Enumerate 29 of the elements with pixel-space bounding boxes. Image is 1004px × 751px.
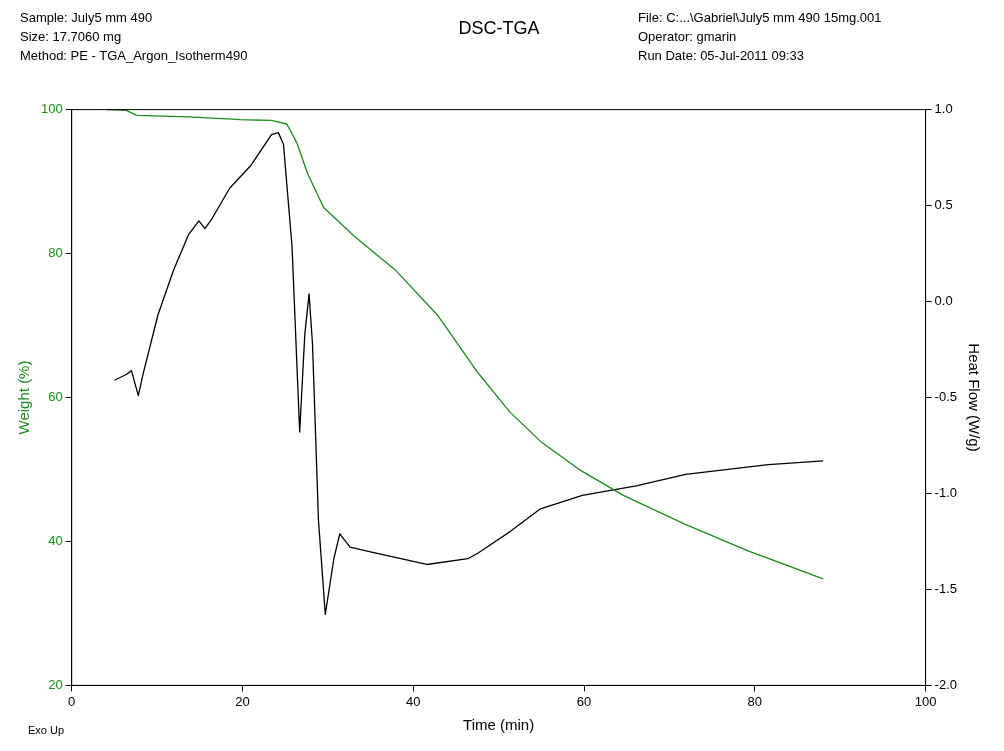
- y-tick-label: 100: [40, 101, 63, 117]
- x-tick-label: 40: [406, 693, 421, 709]
- y2-tick-label: 0.5: [934, 197, 953, 213]
- y2-tick-label: 1.0: [934, 101, 953, 117]
- text: Operator: gmarin: [638, 28, 738, 46]
- text: Sample: July5 mm 490: [20, 9, 154, 27]
- text: Run Date: 05-Jul-2011 09:33: [638, 47, 805, 65]
- y-tick-label: 80: [48, 245, 63, 261]
- text: Size: 17.7060 mg: [20, 28, 123, 46]
- x-tick-label: 0: [68, 693, 76, 709]
- x-axis-title: Time (min): [463, 716, 535, 734]
- x-tick-label: 60: [576, 693, 592, 709]
- y-axis-title: Weight (%): [15, 360, 33, 435]
- chart-title: DSC-TGA: [458, 17, 540, 38]
- y-tick-label: 20: [48, 676, 63, 692]
- text: Exo Up: [28, 723, 65, 738]
- y2-tick-label: 0.0: [934, 293, 953, 309]
- y-tick-label: 60: [48, 389, 63, 405]
- text: Method: PE - TGA_Argon_Isotherm490: [20, 47, 248, 65]
- y2-tick-label: -0.5: [934, 389, 958, 405]
- y2-tick-label: -1.5: [934, 581, 958, 597]
- x-tick-label: 80: [747, 693, 763, 709]
- y2-tick-label: -1.0: [934, 485, 958, 501]
- y2-tick-label: -2.0: [934, 676, 958, 692]
- y2-axis-title: Heat Flow (W/g): [965, 343, 983, 452]
- y-tick-label: 40: [48, 533, 63, 549]
- x-tick-label: 100: [914, 693, 937, 709]
- x-tick-label: 20: [235, 693, 250, 709]
- text: File: C:...\Gabriel\July5 mm 490 15mg.001: [638, 9, 882, 27]
